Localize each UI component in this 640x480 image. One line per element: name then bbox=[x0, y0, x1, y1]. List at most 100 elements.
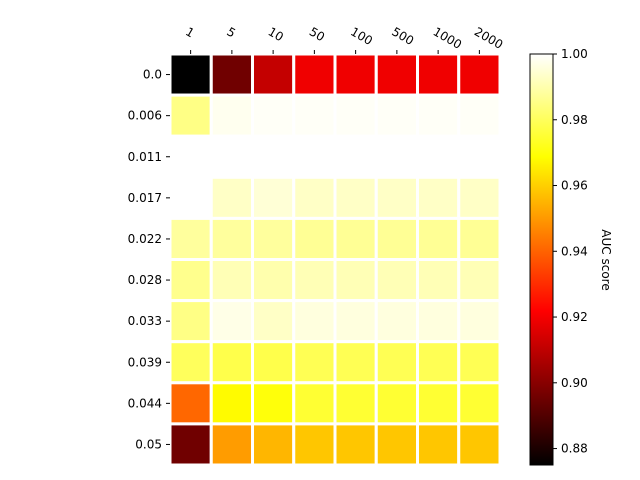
x-tick-label: 50 bbox=[307, 24, 327, 44]
heatmap-cell bbox=[374, 216, 419, 261]
heatmap-cell bbox=[374, 175, 419, 220]
colorbar-gradient bbox=[529, 53, 554, 466]
heatmap-cell bbox=[416, 93, 461, 138]
x-tick-label: 5 bbox=[224, 24, 238, 40]
heatmap-cell bbox=[333, 258, 378, 303]
heatmap-cell bbox=[333, 381, 378, 426]
heatmap-cell bbox=[374, 258, 419, 303]
x-axis-ticks: 1 5 10 50 100 500 1000 2000 bbox=[183, 24, 505, 54]
heatmap-cell bbox=[416, 52, 461, 97]
colorbar-tick-label: 1.00 bbox=[561, 47, 588, 61]
heatmap-cell bbox=[457, 340, 502, 385]
heatmap-cell bbox=[209, 52, 254, 97]
heatmap-cell bbox=[168, 93, 213, 138]
heatmap-cell bbox=[168, 299, 213, 344]
heatmap-cell bbox=[168, 134, 213, 179]
heatmap-cell bbox=[457, 381, 502, 426]
heatmap-cell bbox=[374, 422, 419, 467]
heatmap-cell bbox=[251, 134, 296, 179]
colorbar-tick-label: 0.96 bbox=[561, 179, 588, 193]
y-tick-label: 0.05 bbox=[135, 437, 162, 451]
heatmap-cell bbox=[457, 52, 502, 97]
heatmap-cell bbox=[292, 381, 337, 426]
colorbar: 0.88 0.90 0.92 0.94 0.96 0.98 1.00 AUC score bbox=[529, 47, 613, 466]
heatmap-cell bbox=[333, 299, 378, 344]
heatmap-cell bbox=[416, 258, 461, 303]
heatmap-cell bbox=[251, 216, 296, 261]
heatmap-cell bbox=[251, 422, 296, 467]
heatmap-cell bbox=[416, 381, 461, 426]
heatmap-cell bbox=[209, 175, 254, 220]
heatmap-cell bbox=[251, 381, 296, 426]
heatmap-cells bbox=[168, 52, 502, 467]
heatmap-cell bbox=[374, 52, 419, 97]
heatmap-cell bbox=[416, 134, 461, 179]
heatmap-cell bbox=[292, 299, 337, 344]
y-tick-label: 0.011 bbox=[128, 150, 162, 164]
heatmap-cell bbox=[457, 299, 502, 344]
y-tick-label: 0.006 bbox=[128, 109, 162, 123]
heatmap-cell bbox=[251, 93, 296, 138]
colorbar-tick-label: 0.92 bbox=[561, 310, 588, 324]
heatmap-cell bbox=[251, 340, 296, 385]
heatmap-cell bbox=[374, 299, 419, 344]
heatmap-cell bbox=[209, 381, 254, 426]
heatmap-cell bbox=[333, 422, 378, 467]
heatmap-cell bbox=[292, 134, 337, 179]
heatmap-cell bbox=[168, 175, 213, 220]
heatmap-cell bbox=[333, 175, 378, 220]
x-tick-label: 2000 bbox=[472, 24, 505, 51]
heatmap-cell bbox=[292, 216, 337, 261]
heatmap-cell bbox=[374, 381, 419, 426]
x-tick-label: 1000 bbox=[431, 24, 464, 51]
heatmap-cell bbox=[292, 52, 337, 97]
heatmap-cell bbox=[209, 93, 254, 138]
y-tick-label: 0.039 bbox=[128, 355, 162, 369]
heatmap-cell bbox=[374, 340, 419, 385]
heatmap-cell bbox=[374, 93, 419, 138]
heatmap-cell bbox=[333, 93, 378, 138]
y-tick-label: 0.028 bbox=[128, 273, 162, 287]
x-tick-label: 1 bbox=[183, 24, 197, 40]
heatmap-cell bbox=[457, 216, 502, 261]
heatmap-cell bbox=[416, 175, 461, 220]
y-tick-label: 0.022 bbox=[128, 232, 162, 246]
heatmap-cell bbox=[209, 216, 254, 261]
y-tick-label: 0.017 bbox=[128, 191, 162, 205]
heatmap-cell bbox=[457, 422, 502, 467]
x-tick-label: 10 bbox=[266, 24, 286, 44]
heatmap-cell bbox=[457, 93, 502, 138]
y-tick-label: 0.0 bbox=[143, 68, 162, 82]
heatmap-cell bbox=[416, 422, 461, 467]
heatmap-cell bbox=[209, 134, 254, 179]
colorbar-ticks: 0.88 0.90 0.92 0.94 0.96 0.98 1.00 bbox=[553, 47, 588, 456]
heatmap-cell bbox=[416, 340, 461, 385]
heatmap-cell bbox=[333, 134, 378, 179]
heatmap-cell bbox=[457, 175, 502, 220]
heatmap-cell bbox=[168, 258, 213, 303]
colorbar-tick-label: 0.90 bbox=[561, 376, 588, 390]
heatmap-cell bbox=[292, 93, 337, 138]
y-tick-label: 0.033 bbox=[128, 314, 162, 328]
heatmap-cell bbox=[168, 422, 213, 467]
heatmap-cell bbox=[292, 258, 337, 303]
heatmap-cell bbox=[168, 216, 213, 261]
heatmap-cell bbox=[209, 299, 254, 344]
heatmap-cell bbox=[457, 258, 502, 303]
heatmap-cell bbox=[168, 52, 213, 97]
heatmap-cell bbox=[168, 340, 213, 385]
colorbar-tick-label: 0.94 bbox=[561, 244, 588, 258]
heatmap-cell bbox=[416, 216, 461, 261]
heatmap-cell bbox=[457, 134, 502, 179]
heatmap-cell bbox=[168, 381, 213, 426]
heatmap-cell bbox=[251, 258, 296, 303]
colorbar-label: AUC score bbox=[599, 229, 613, 290]
x-tick-label: 500 bbox=[389, 24, 416, 48]
heatmap-cell bbox=[292, 422, 337, 467]
heatmap-cell bbox=[292, 340, 337, 385]
x-tick-label: 100 bbox=[348, 24, 375, 48]
heatmap-cell bbox=[416, 299, 461, 344]
heatmap-cell bbox=[251, 52, 296, 97]
heatmap-cell bbox=[209, 258, 254, 303]
